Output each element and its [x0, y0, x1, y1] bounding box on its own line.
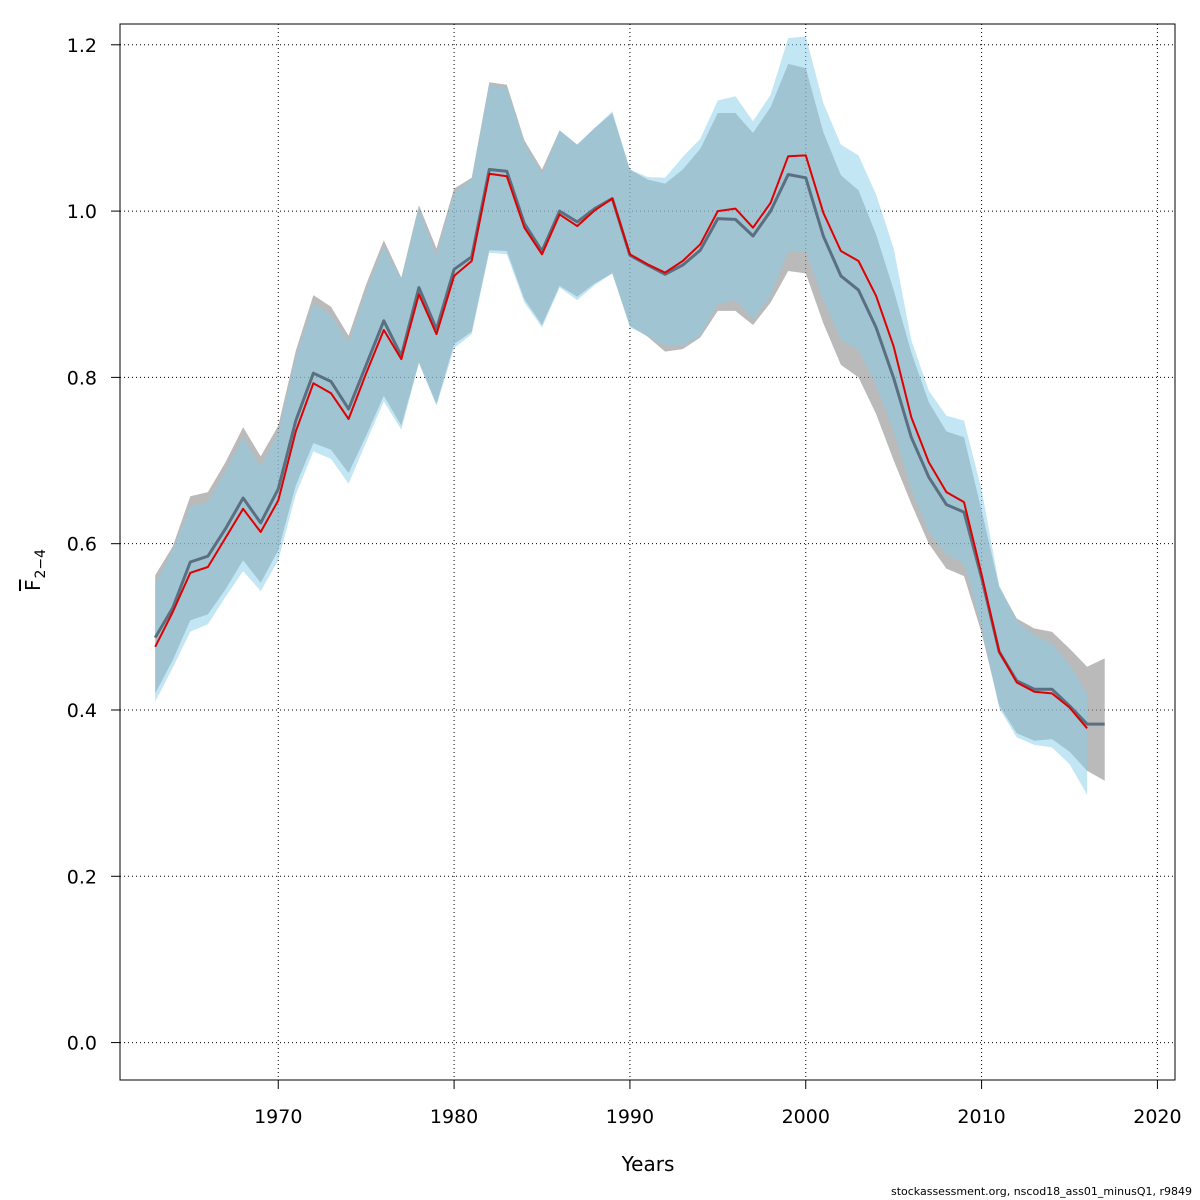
y-tick-label: 0.6 — [67, 534, 97, 556]
series-line-2 — [154, 154, 1088, 729]
series-lines — [153, 154, 1105, 729]
x-tick-label: 1990 — [606, 1106, 654, 1128]
y-tick-label: 0.0 — [67, 1033, 97, 1055]
svg-text:F2−4: F2−4 — [21, 549, 49, 591]
y-tick-label: 0.4 — [67, 700, 97, 722]
footer-credit: stockassessment.org, nscod18_ass01_minus… — [890, 1185, 1192, 1198]
y-tick-label: 0.8 — [67, 367, 97, 389]
x-tick-label: 1970 — [254, 1106, 302, 1128]
confidence-bands — [155, 36, 1105, 795]
x-tick-label: 2020 — [1133, 1106, 1181, 1128]
axes: 1970 1980 1990 2000 2010 2020 0.0 0.2 0.4 0.6 0.8 1… — [67, 35, 1182, 1128]
y-tick-label: 0.2 — [67, 866, 97, 888]
x-axis-title: Years — [621, 1152, 675, 1176]
y-axis-title-main: F — [21, 580, 45, 592]
y-tick-label: 1.0 — [67, 201, 97, 223]
y-axis-title: F2−4 — [21, 549, 49, 591]
x-tick-label: 2000 — [782, 1106, 830, 1128]
x-tick-label: 1980 — [430, 1106, 478, 1128]
confidence-band-2 — [155, 36, 1088, 795]
y-tick-label: 1.2 — [67, 35, 97, 57]
x-tick-label: 2010 — [957, 1106, 1005, 1128]
y-axis-title-sub: 2−4 — [33, 549, 49, 579]
